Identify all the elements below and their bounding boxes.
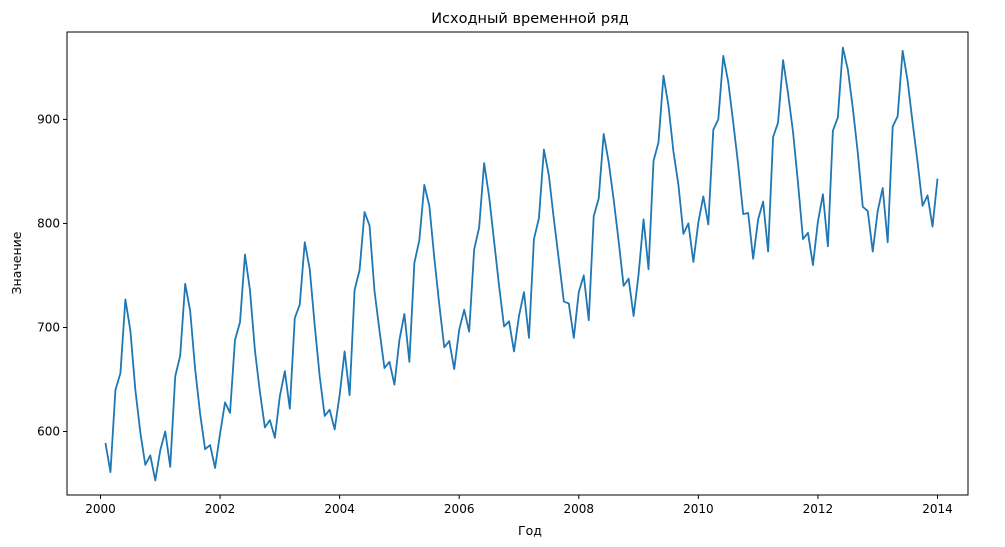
x-tick-label: 2000 <box>85 502 116 516</box>
plot-frame <box>66 31 969 496</box>
x-tick-label: 2002 <box>205 502 236 516</box>
y-axis: 600 700 800 900 <box>37 112 67 439</box>
data-series <box>104 46 939 482</box>
x-tick-label: 2004 <box>324 502 355 516</box>
x-axis: 2000 2002 2004 2006 2008 2010 2012 2014 <box>85 495 953 516</box>
x-axis-label: Год <box>518 523 542 538</box>
y-axis-label: Значение <box>9 231 24 294</box>
x-tick-label: 2014 <box>922 502 953 516</box>
y-tick-label: 800 <box>37 216 60 230</box>
x-tick-label: 2006 <box>444 502 475 516</box>
y-tick-label: 600 <box>37 425 60 439</box>
x-tick-label: 2008 <box>564 502 595 516</box>
chart-title: Исходный временной ряд <box>431 11 629 27</box>
x-tick-label: 2012 <box>803 502 834 516</box>
series-line-0 <box>104 46 939 482</box>
x-tick-label: 2010 <box>683 502 714 516</box>
y-tick-label: 700 <box>37 320 60 334</box>
y-tick-label: 900 <box>37 112 60 126</box>
